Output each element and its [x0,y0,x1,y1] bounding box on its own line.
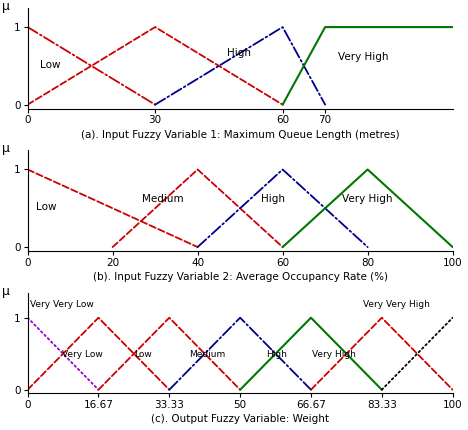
Y-axis label: μ: μ [2,285,10,298]
Text: Very Very High: Very Very High [363,300,430,309]
Text: Very High: Very High [338,52,388,62]
X-axis label: (b). Input Fuzzy Variable 2: Average Occupancy Rate (%): (b). Input Fuzzy Variable 2: Average Occ… [93,272,388,282]
Text: High: High [227,48,251,58]
Text: Medium: Medium [142,194,184,204]
X-axis label: (a). Input Fuzzy Variable 1: Maximum Queue Length (metres): (a). Input Fuzzy Variable 1: Maximum Que… [81,129,400,140]
Text: Low: Low [40,60,61,70]
Text: Very Low: Very Low [62,350,102,359]
Text: High: High [262,194,285,204]
Text: Medium: Medium [189,350,226,359]
Text: High: High [266,350,286,359]
Text: Very High: Very High [312,350,356,359]
Text: Low: Low [36,202,57,212]
X-axis label: (c). Output Fuzzy Variable: Weight: (c). Output Fuzzy Variable: Weight [151,415,329,424]
Y-axis label: μ: μ [2,142,10,155]
Text: Very High: Very High [342,194,393,204]
Y-axis label: μ: μ [2,0,10,13]
Text: Low: Low [134,350,152,359]
Text: Very Very Low: Very Very Low [30,300,94,309]
